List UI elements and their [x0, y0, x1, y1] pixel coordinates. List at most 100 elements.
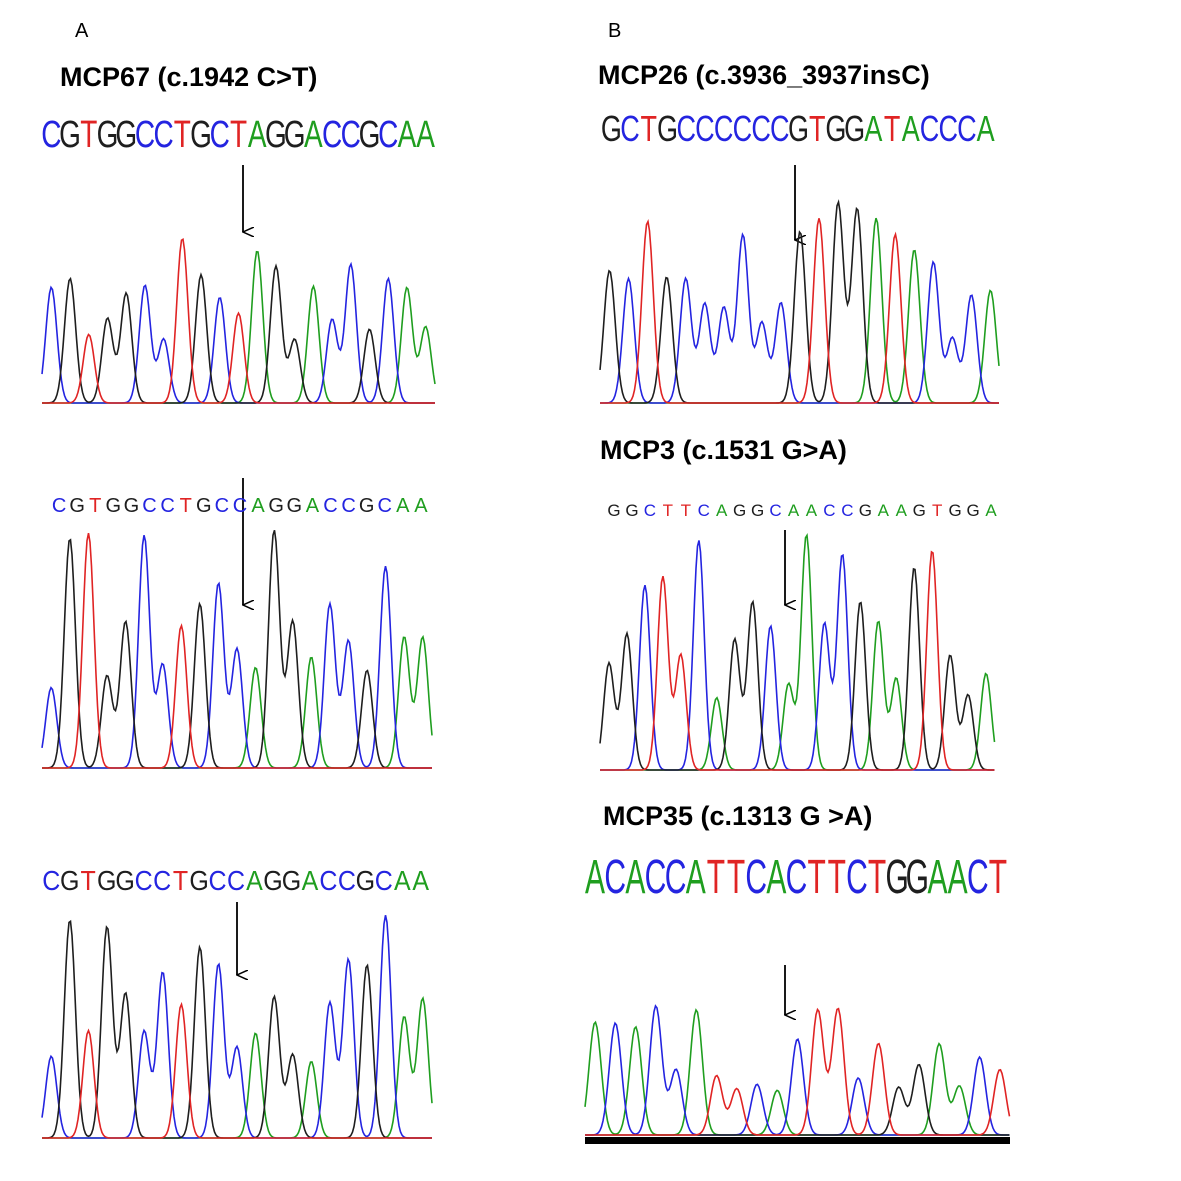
- track-title: MCP3 (c.1531 G>A): [600, 435, 847, 465]
- base-letter: T: [174, 114, 191, 156]
- track-title: MCP67 (c.1942 C>T): [60, 62, 317, 92]
- base-letter: C: [745, 851, 767, 904]
- trace: [42, 1001, 432, 1139]
- base-letter: C: [823, 501, 835, 520]
- base-letter: T: [173, 865, 188, 896]
- base-letter: A: [902, 108, 921, 149]
- base-letter: C: [786, 851, 808, 904]
- base-letter: A: [302, 865, 319, 896]
- base-letter: C: [142, 495, 156, 517]
- sequence: A C A CC A T T C A C T T C T GGA A C T: [585, 851, 1007, 904]
- base-letter: T: [230, 114, 247, 156]
- base-letter: C: [135, 865, 153, 896]
- trace: [585, 1004, 1010, 1136]
- base-letter: C: [215, 495, 229, 517]
- base-letter: C: [233, 495, 247, 517]
- base-letter: G: [284, 114, 306, 156]
- base-letter: C: [160, 495, 174, 517]
- base-letter: C: [698, 501, 710, 520]
- base-letter: G: [282, 865, 301, 896]
- base-letter: A: [686, 851, 706, 904]
- trace: [42, 532, 432, 769]
- base-letter: A: [896, 501, 908, 520]
- base-letter: A: [251, 495, 265, 517]
- base-letter: A: [864, 108, 883, 149]
- base-letter: C: [322, 114, 342, 156]
- base-letter: A: [416, 114, 435, 156]
- trace: [42, 237, 435, 404]
- base-letter: G: [115, 114, 137, 156]
- base-letter: A: [248, 114, 267, 156]
- base-letter: C: [375, 865, 393, 896]
- base-letter: C: [319, 865, 337, 896]
- base-letter: C: [695, 108, 714, 149]
- base-letter: C: [620, 108, 639, 149]
- base-letter: T: [681, 501, 691, 520]
- base-letter: A: [394, 865, 411, 896]
- base-letter: G: [751, 501, 764, 520]
- base-letter: A: [948, 851, 968, 904]
- base-letter: G: [263, 865, 282, 896]
- base-letter: G: [189, 865, 208, 896]
- base-letter: T: [989, 851, 1007, 904]
- base-letter: C: [967, 851, 989, 904]
- base-letter: C: [52, 495, 66, 517]
- base-letter: A: [878, 501, 890, 520]
- base-letter: T: [663, 501, 673, 520]
- base-letter: C: [341, 495, 355, 517]
- base-letter: A: [398, 114, 417, 156]
- base-letter: T: [828, 851, 846, 904]
- base-letter: G: [190, 114, 212, 156]
- base-letter: G: [948, 501, 961, 520]
- base-letter: C: [841, 501, 853, 520]
- base-letter: A: [306, 495, 320, 517]
- base-letter: C: [957, 108, 976, 149]
- trace: [42, 263, 435, 404]
- base-letter: A: [927, 851, 947, 904]
- base-letter: T: [884, 108, 900, 149]
- arrows: [237, 165, 795, 1015]
- base-letter: C: [378, 495, 392, 517]
- baseline: [585, 1137, 1010, 1144]
- base-letter: G: [657, 108, 678, 149]
- base-letter: A: [585, 851, 605, 904]
- base-letter: T: [180, 495, 192, 517]
- base-letter: T: [641, 108, 657, 149]
- base-letter: C: [665, 851, 687, 904]
- base-letter: C: [714, 108, 733, 149]
- base-letter: T: [707, 851, 725, 904]
- base-letter: C: [645, 851, 667, 904]
- base-letter: G: [265, 114, 287, 156]
- base-letter: C: [604, 851, 626, 904]
- base-letter: C: [135, 114, 155, 156]
- panel-label: B: [608, 20, 621, 42]
- base-letter: G: [106, 495, 122, 517]
- base-letter: G: [913, 501, 926, 520]
- base-letter: A: [625, 851, 645, 904]
- base-letter: A: [304, 114, 323, 156]
- base-letter: G: [196, 495, 212, 517]
- trace: [585, 1007, 1011, 1136]
- base-letter: G: [886, 851, 909, 904]
- base-letter: T: [809, 108, 825, 149]
- base-letter: G: [287, 495, 303, 517]
- base-letter: G: [268, 495, 284, 517]
- base-letter: A: [977, 108, 996, 149]
- base-letter: A: [788, 501, 800, 520]
- base-letter: C: [227, 865, 245, 896]
- base-letter: G: [59, 114, 81, 156]
- base-letter: C: [378, 114, 398, 156]
- base-letter: C: [676, 108, 695, 149]
- base-letter: G: [359, 495, 375, 517]
- base-letter: C: [209, 865, 227, 896]
- base-letter: C: [920, 108, 939, 149]
- base-letter: T: [80, 114, 97, 156]
- base-letter: C: [323, 495, 337, 517]
- base-letter: G: [97, 114, 119, 156]
- trace: [41, 261, 435, 404]
- base-letter: G: [906, 851, 929, 904]
